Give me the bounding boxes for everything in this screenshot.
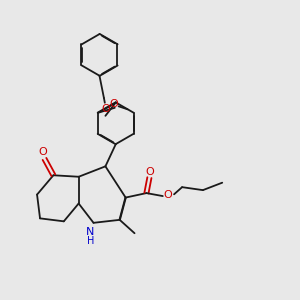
Text: O: O bbox=[101, 104, 110, 114]
Text: H: H bbox=[87, 236, 94, 246]
Text: O: O bbox=[109, 99, 118, 109]
Text: O: O bbox=[146, 167, 154, 177]
Text: N: N bbox=[86, 227, 95, 237]
Text: O: O bbox=[164, 190, 172, 200]
Text: O: O bbox=[39, 147, 47, 158]
